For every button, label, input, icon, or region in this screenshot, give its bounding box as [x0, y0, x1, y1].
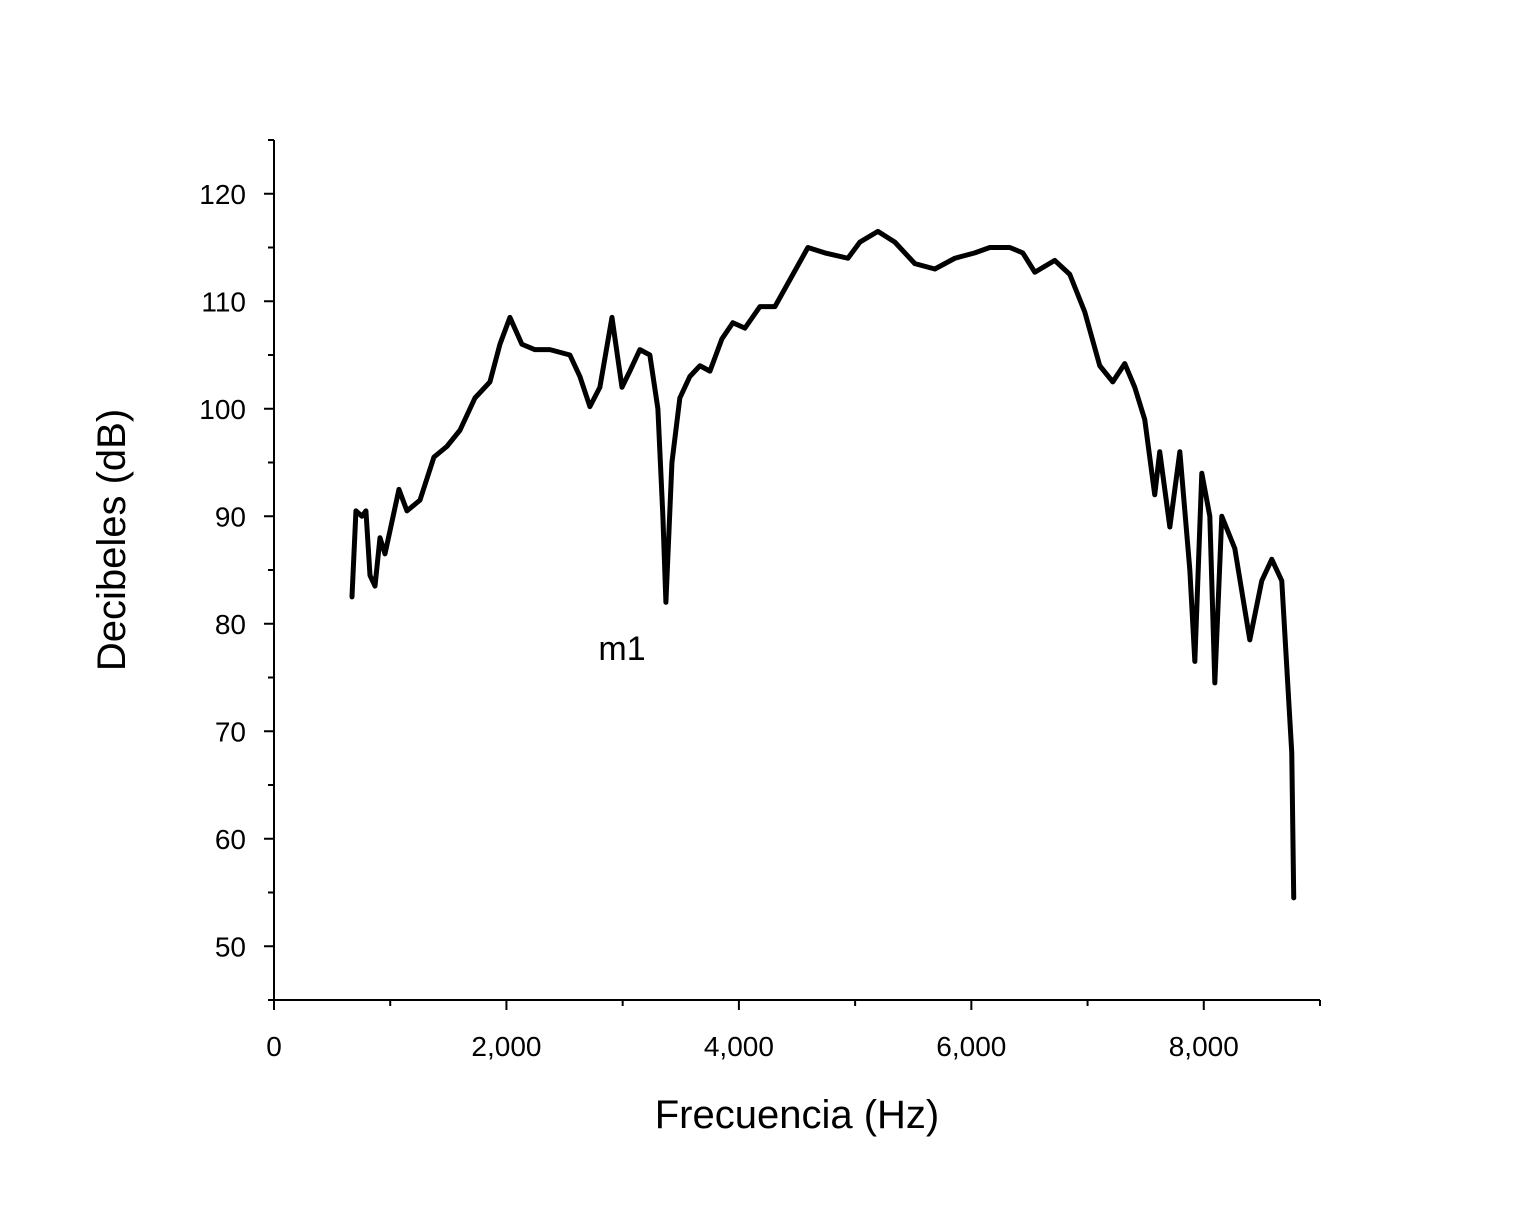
x-tick-label: 6,000	[936, 1031, 1006, 1062]
x-tick-label: 2,000	[471, 1031, 541, 1062]
y-tick-label: 120	[199, 179, 246, 210]
y-tick-label: 110	[201, 286, 246, 317]
y-tick-label: 80	[215, 609, 246, 640]
y-tick-label: 60	[215, 824, 246, 855]
y-tick-label: 90	[215, 501, 246, 532]
x-tick-label: 8,000	[1169, 1031, 1239, 1062]
x-tick-label: 4,000	[704, 1031, 774, 1062]
annotation: m1	[598, 630, 645, 668]
x-axis-title: Frecuencia (Hz)	[655, 1093, 940, 1137]
y-tick-label: 70	[215, 716, 246, 747]
y-axis-title: Decibeles (dB)	[90, 409, 134, 671]
line-series	[349, 228, 1297, 901]
y-tick-label: 100	[199, 394, 246, 425]
x-tick-label: 0	[266, 1031, 282, 1062]
y-tick-label: 50	[215, 931, 246, 962]
